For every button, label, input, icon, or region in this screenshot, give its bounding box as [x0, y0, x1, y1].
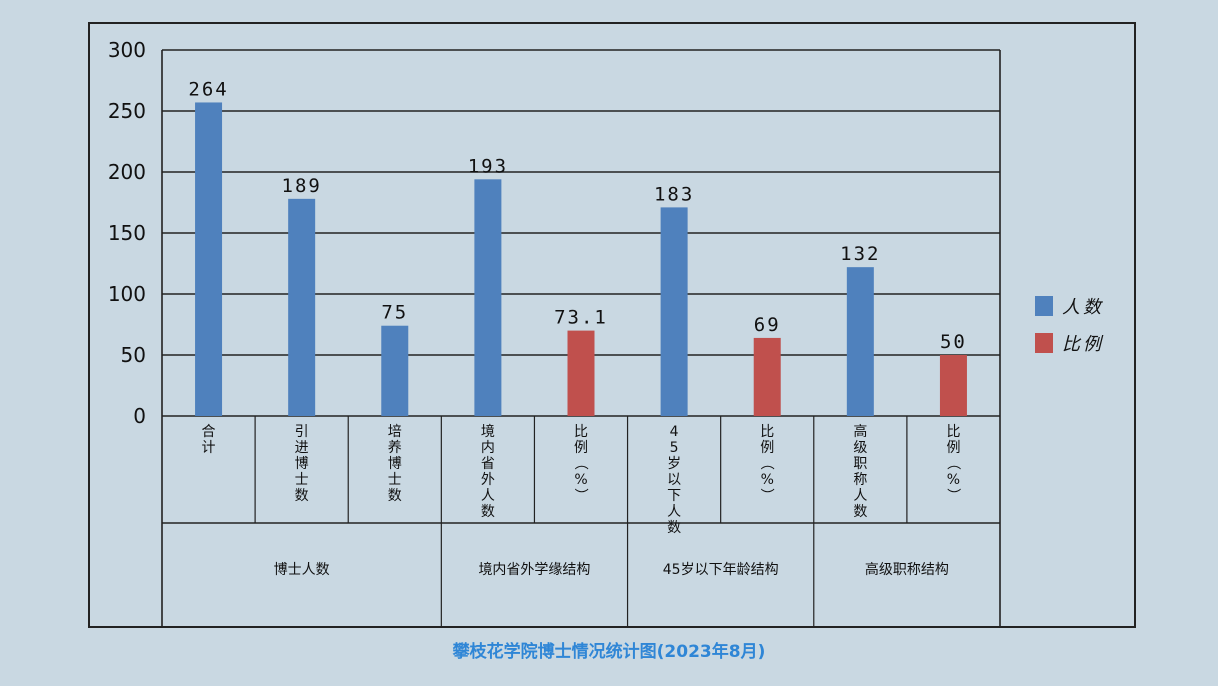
category-char: 例 — [760, 440, 774, 456]
category-char: % — [761, 472, 774, 488]
data-label: 189 — [282, 175, 322, 197]
bar — [939, 355, 967, 416]
group-label: 境内省外学缘结构 — [478, 562, 590, 578]
data-label: 183 — [654, 183, 694, 205]
category-char: ） — [944, 488, 960, 502]
chart-caption: 攀枝花学院博士情况统计图(2023年8月) — [452, 642, 766, 662]
category-char: 进 — [295, 440, 309, 456]
category-char: （ — [944, 456, 960, 470]
category-char: 引 — [295, 424, 309, 440]
category-char: 例 — [946, 440, 960, 456]
category-char: 博 — [388, 455, 402, 472]
category-char: 合 — [202, 424, 216, 440]
y-tick-label: 50 — [121, 343, 146, 367]
category-char: 数 — [853, 504, 867, 520]
group-label: 45岁以下年龄结构 — [663, 562, 779, 578]
category-char: 职 — [853, 456, 867, 472]
category-char: （ — [758, 456, 774, 470]
category-char: 人 — [667, 504, 681, 520]
category-char: （ — [572, 456, 588, 470]
category-char: 4 — [670, 424, 679, 440]
category-char: 数 — [481, 504, 495, 520]
category-char: 省 — [481, 456, 495, 472]
category-char: 士 — [295, 472, 309, 488]
y-tick-label: 250 — [108, 99, 146, 123]
category-char: 以 — [667, 472, 681, 488]
bar — [846, 267, 874, 416]
category-char: 养 — [388, 440, 402, 456]
category-char: 士 — [388, 472, 402, 488]
bar — [288, 198, 316, 416]
group-label: 高级职称结构 — [865, 561, 949, 578]
chart-frame — [88, 22, 1136, 628]
y-tick-label: 200 — [108, 160, 146, 184]
bar — [195, 102, 223, 417]
y-tick-label: 150 — [108, 221, 146, 245]
category-char: 比 — [760, 424, 774, 440]
category-char: 境 — [481, 424, 495, 440]
y-tick-label: 300 — [108, 38, 146, 62]
category-char: 高 — [853, 423, 867, 440]
legend-swatch — [1035, 296, 1053, 316]
category-char: 比 — [946, 424, 960, 440]
category-char: 5 — [670, 440, 679, 456]
data-label: 264 — [188, 78, 228, 100]
category-char: % — [574, 472, 587, 488]
data-label: 69 — [754, 314, 781, 336]
category-char: 下 — [667, 488, 681, 504]
legend-swatch — [1035, 333, 1053, 353]
category-char: 培 — [388, 424, 402, 440]
category-char: 例 — [574, 440, 588, 456]
bar — [660, 207, 688, 416]
bar — [567, 330, 595, 416]
data-label: 75 — [381, 302, 408, 324]
category-char: 数 — [667, 520, 681, 536]
category-char: 数 — [295, 488, 309, 504]
category-char: 计 — [202, 440, 216, 456]
bar — [381, 325, 409, 416]
y-tick-label: 0 — [133, 404, 146, 428]
category-char: ） — [758, 488, 774, 502]
bar — [753, 337, 781, 416]
bar — [474, 179, 502, 416]
category-char: 比 — [574, 424, 588, 440]
legend-label: 比例 — [1062, 334, 1104, 355]
category-char: 数 — [388, 488, 402, 504]
category-char: 外 — [481, 472, 495, 488]
category-char: 人 — [853, 488, 867, 504]
category-char: 级 — [853, 440, 867, 456]
data-label: 50 — [940, 331, 967, 353]
data-label: 73.1 — [554, 307, 608, 329]
category-char: 内 — [481, 440, 495, 456]
category-char: 博 — [295, 455, 309, 472]
data-label: 132 — [840, 243, 880, 265]
category-char: 称 — [853, 472, 867, 488]
y-tick-label: 100 — [108, 282, 146, 306]
category-char: 人 — [481, 488, 495, 504]
category-char: 岁 — [667, 456, 681, 472]
legend-label: 人数 — [1062, 297, 1104, 318]
category-char: % — [947, 472, 960, 488]
data-label: 193 — [468, 155, 508, 177]
category-char: ） — [572, 488, 588, 502]
group-label: 博士人数 — [274, 561, 330, 578]
